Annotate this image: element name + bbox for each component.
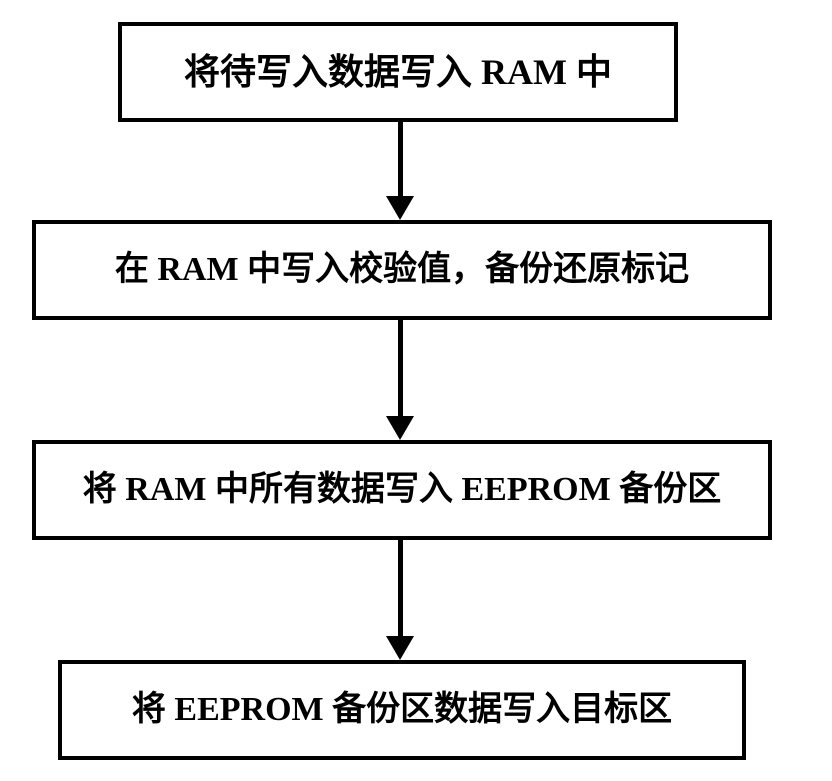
arrow-head-icon [386, 196, 414, 220]
flow-node-step3: 将 RAM 中所有数据写入 EEPROM 备份区 [32, 440, 772, 540]
arrow-shaft [398, 540, 403, 636]
flow-node-label: 在 RAM 中写入校验值，备份还原标记 [115, 248, 689, 292]
flow-node-step2: 在 RAM 中写入校验值，备份还原标记 [32, 220, 772, 320]
flow-node-step1: 将待写入数据写入 RAM 中 [118, 22, 678, 122]
arrow-shaft [398, 122, 403, 196]
arrow-shaft [398, 320, 403, 416]
flowchart-canvas: 将待写入数据写入 RAM 中 在 RAM 中写入校验值，备份还原标记 将 RAM… [0, 0, 832, 781]
arrow-head-icon [386, 416, 414, 440]
flow-node-step4: 将 EEPROM 备份区数据写入目标区 [58, 660, 746, 760]
flow-node-label: 将 EEPROM 备份区数据写入目标区 [132, 688, 672, 732]
flow-node-label: 将待写入数据写入 RAM 中 [184, 49, 612, 96]
arrow-head-icon [386, 636, 414, 660]
flow-node-label: 将 RAM 中所有数据写入 EEPROM 备份区 [83, 468, 721, 512]
